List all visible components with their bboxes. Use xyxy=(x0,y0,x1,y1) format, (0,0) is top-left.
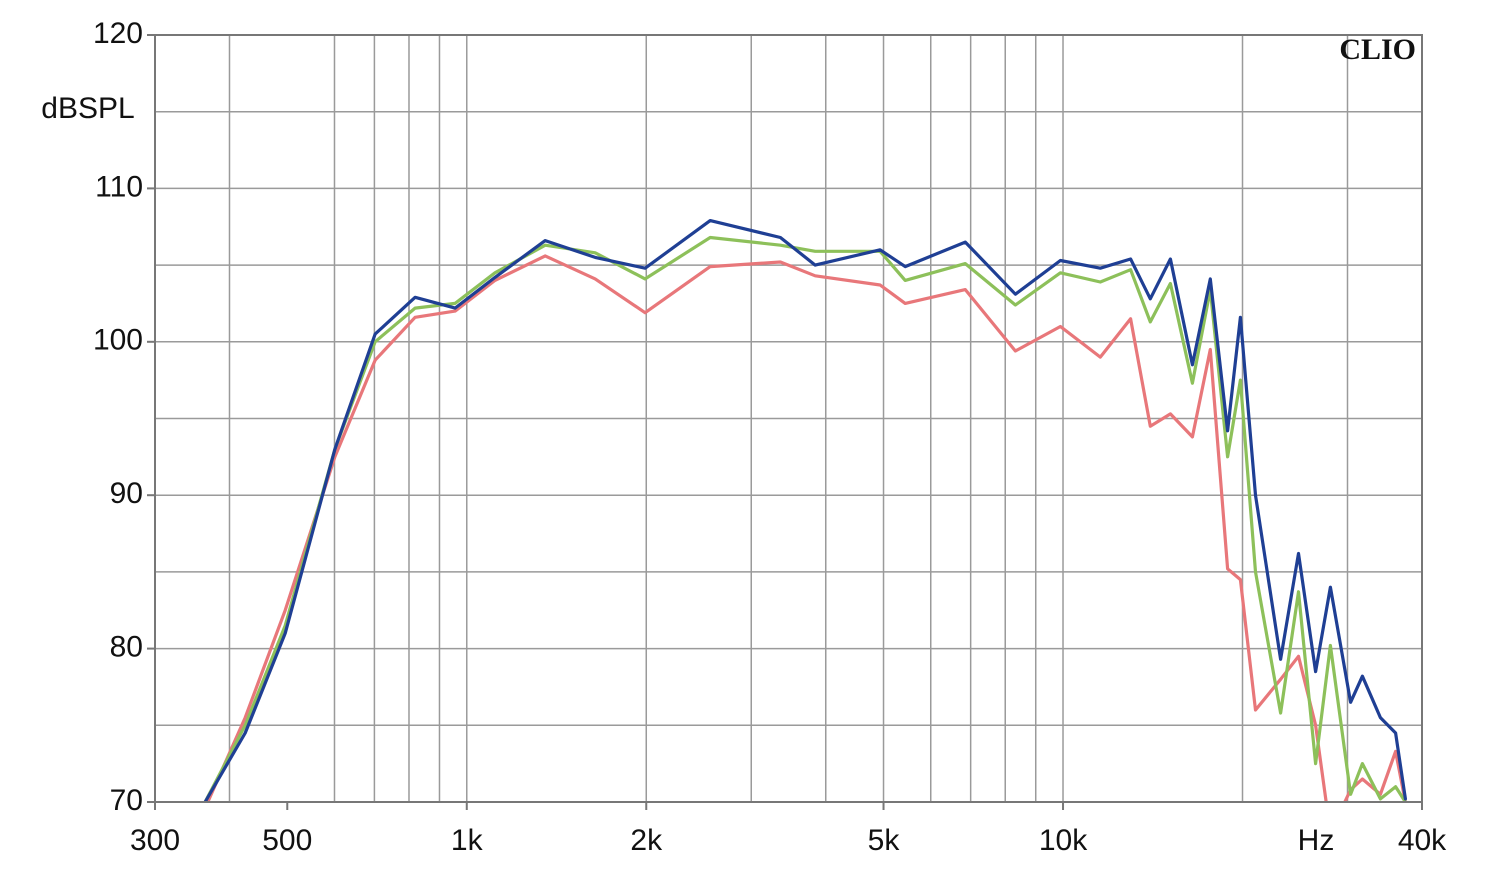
annotation: CLIO xyxy=(1339,33,1416,66)
x-tick-label: 1k xyxy=(451,824,484,857)
x-tick-label: 500 xyxy=(262,824,312,857)
x-tick-label: 10k xyxy=(1039,824,1088,857)
plot-frame xyxy=(154,34,1423,803)
series-line xyxy=(206,254,1407,802)
y-tick-label: 80 xyxy=(110,631,143,664)
x-tick-label: 5k xyxy=(868,824,901,857)
y-tick-label: 70 xyxy=(110,784,143,817)
x-tick-label: 40k xyxy=(1398,824,1447,857)
x-tick-label: 2k xyxy=(630,824,663,857)
series-line xyxy=(203,219,1407,802)
y-axis-label: dBSPL xyxy=(41,92,134,125)
x-tick-label: 300 xyxy=(130,824,180,857)
y-tick-label: 120 xyxy=(93,17,143,50)
series-line xyxy=(203,235,1407,802)
x-axis-label: Hz xyxy=(1298,824,1335,857)
y-tick-label: 90 xyxy=(110,477,143,510)
y-tick-label: 110 xyxy=(95,170,143,203)
y-tick-label: 100 xyxy=(93,324,143,357)
